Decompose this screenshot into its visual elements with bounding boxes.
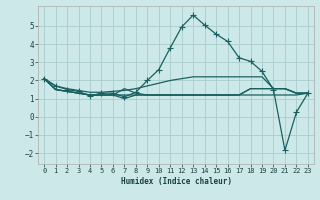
X-axis label: Humidex (Indice chaleur): Humidex (Indice chaleur) [121, 177, 231, 186]
